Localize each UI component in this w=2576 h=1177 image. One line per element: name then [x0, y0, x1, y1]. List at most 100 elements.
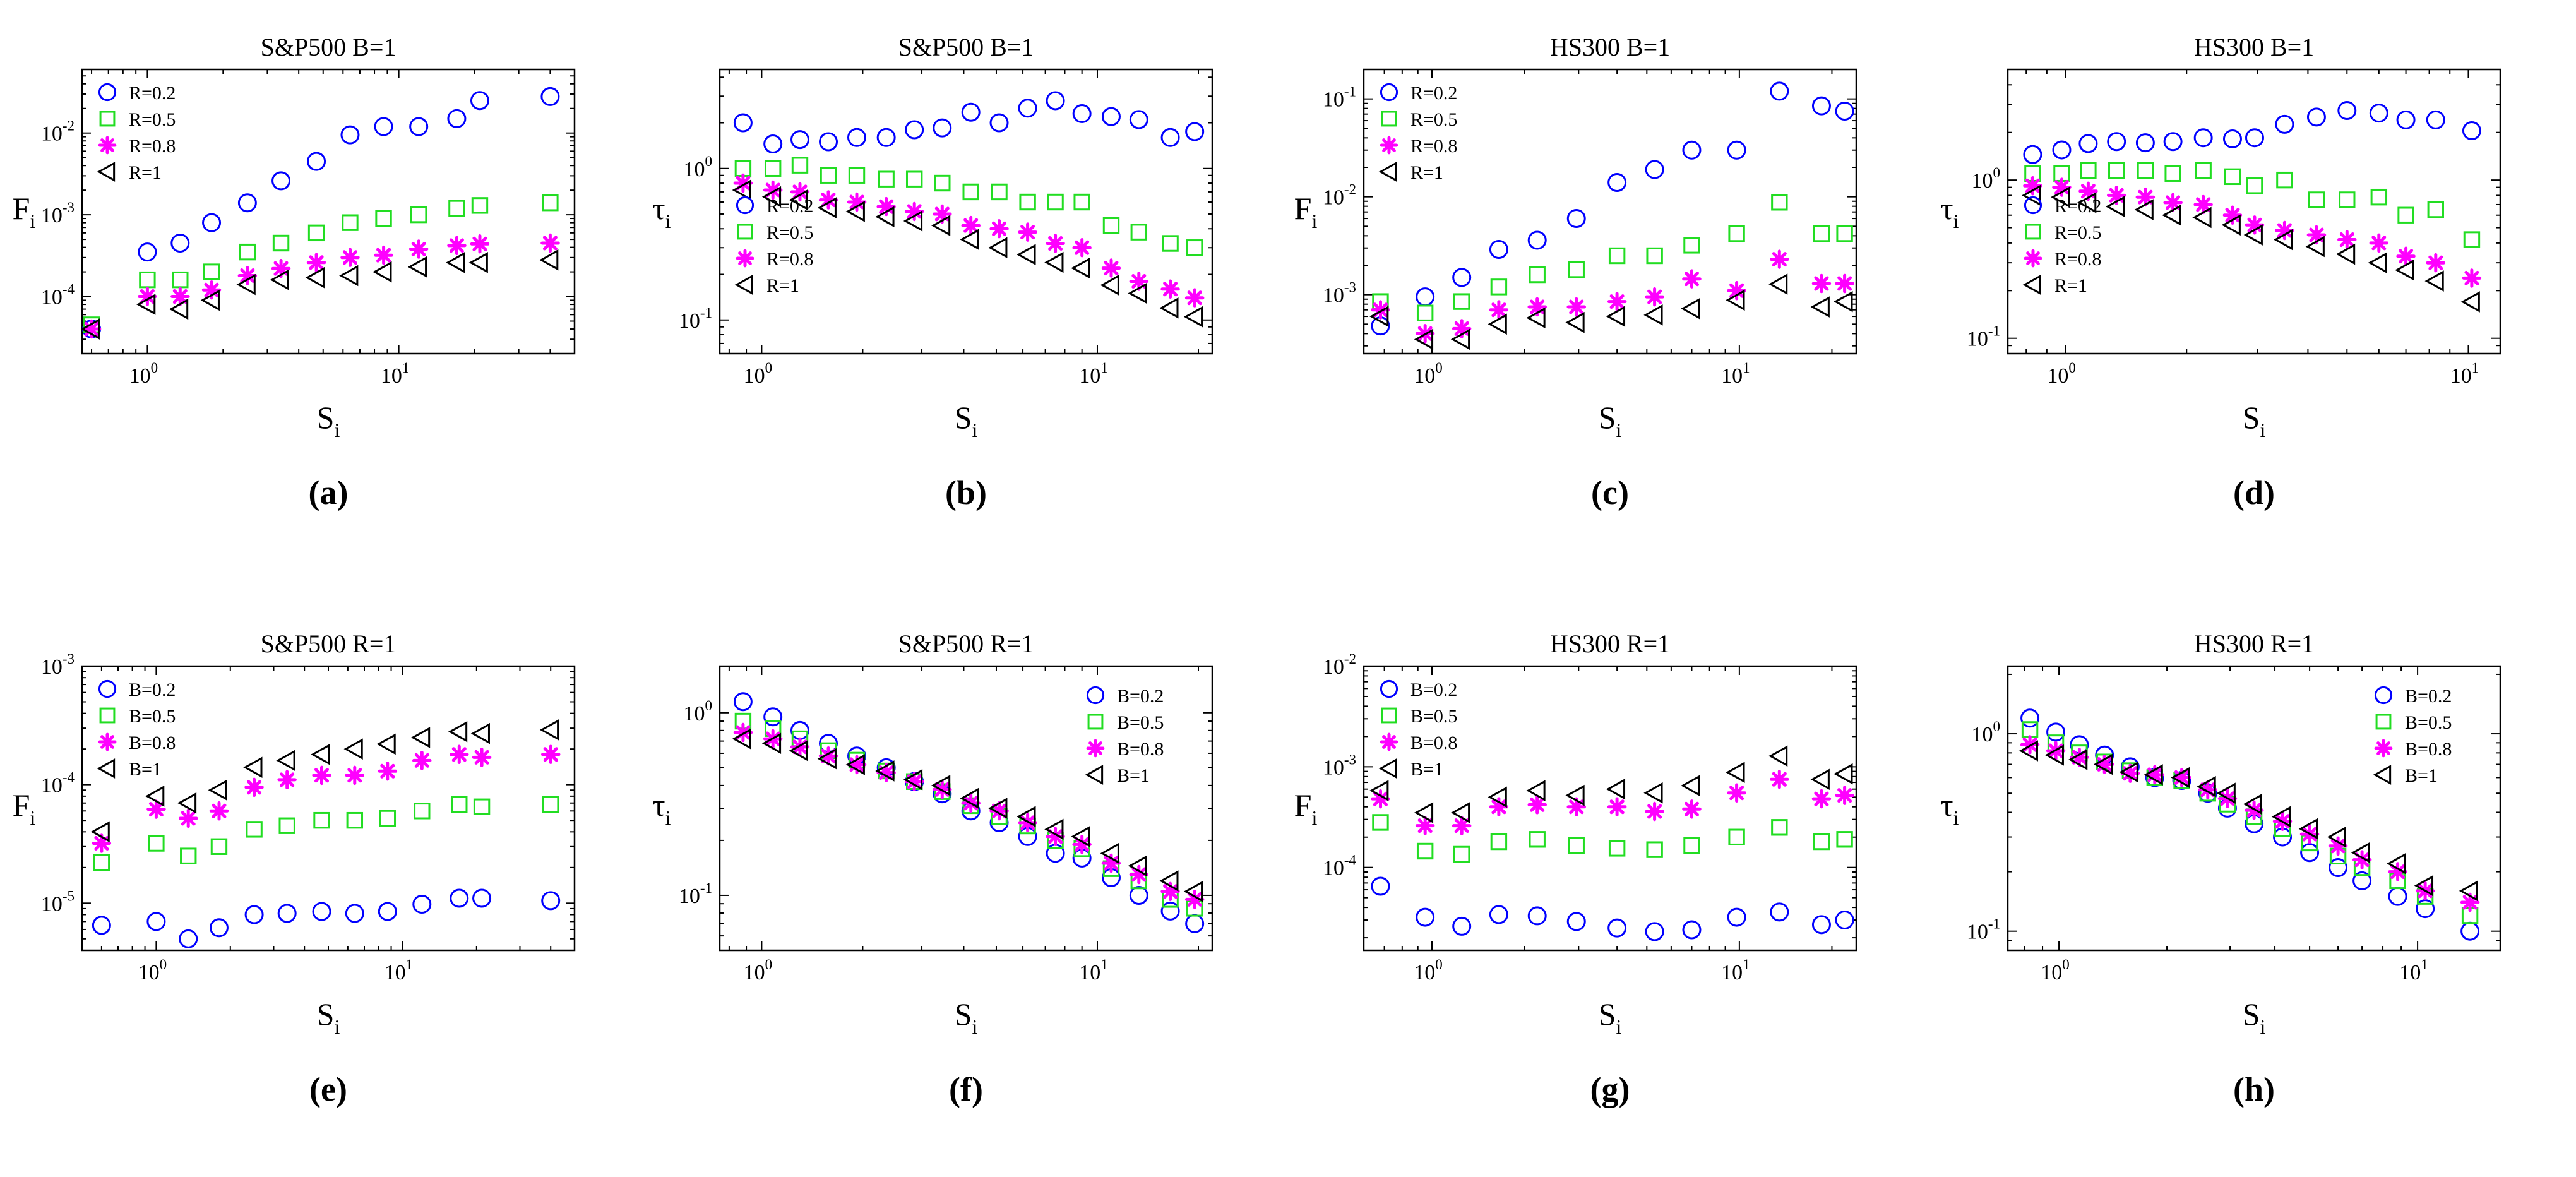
star-marker	[2462, 268, 2482, 288]
star-marker	[1682, 269, 1702, 289]
circle-marker	[2306, 107, 2326, 127]
tick-mantissa: 10	[41, 655, 63, 679]
triangle-left-marker	[1450, 802, 1470, 823]
triangle-left-marker	[1017, 244, 1036, 266]
series-b-0-8	[92, 744, 561, 853]
tick-mantissa: 10	[744, 364, 765, 388]
legend-label: B=0.5	[1117, 712, 1164, 733]
series-r-1	[732, 179, 1203, 328]
square-marker	[313, 811, 330, 829]
triangle-left-marker	[2051, 186, 2070, 208]
square-marker	[473, 798, 491, 815]
square-marker	[905, 170, 923, 188]
x-axis-label: Si	[2243, 996, 2266, 1038]
y-tick-label: 10-1	[1967, 916, 2000, 944]
star-marker	[472, 748, 492, 767]
triangle-left-marker	[539, 719, 559, 741]
star-marker	[345, 765, 365, 786]
star-marker	[763, 180, 783, 200]
star-marker	[81, 319, 102, 339]
circle-marker	[2337, 101, 2357, 121]
circle-marker	[1371, 876, 1390, 896]
star-marker	[2352, 850, 2372, 869]
triangle-left-marker	[2243, 793, 2263, 815]
star-marker	[876, 196, 896, 217]
star-marker	[1835, 273, 1854, 294]
triangle-left-marker	[177, 792, 197, 814]
panel-label: (g)	[1590, 1070, 1630, 1108]
series-r-0-8	[2023, 176, 2482, 288]
circle-marker	[2245, 128, 2264, 148]
triangle-left-marker	[1643, 304, 1663, 326]
star-marker	[271, 259, 291, 278]
triangle-left-marker	[2022, 275, 2041, 295]
triangle-left-marker	[407, 256, 427, 278]
square-marker	[1453, 845, 1470, 863]
circle-marker	[1566, 209, 1586, 229]
legend-label: B=0.5	[2405, 712, 2452, 733]
tick-mantissa: 10	[1414, 364, 1435, 388]
circle-marker	[1566, 912, 1586, 931]
star-marker	[2052, 177, 2072, 197]
axis-label-main: F	[1294, 787, 1312, 823]
series-b-1	[90, 719, 559, 843]
tick-marks	[2008, 666, 2500, 951]
x-axis-label: Si	[955, 996, 978, 1038]
y-tick-label: 10-5	[41, 888, 75, 916]
square-marker	[2375, 714, 2392, 730]
star-marker	[179, 808, 198, 828]
triangle-left-marker	[2171, 767, 2190, 789]
legend-label: R=0.8	[2054, 249, 2101, 270]
triangle-left-marker	[1128, 282, 1147, 304]
triangle-left-marker	[339, 265, 359, 287]
axis-label-subscript: i	[30, 210, 35, 232]
panel-label: (b)	[945, 474, 987, 511]
circle-marker	[378, 902, 397, 921]
triangle-left-marker	[2093, 753, 2113, 775]
panel-label: (f)	[949, 1070, 983, 1108]
axis-label-main: S	[955, 996, 972, 1032]
star-marker	[2337, 230, 2357, 249]
panel-label: (a)	[309, 474, 349, 511]
circle-marker	[244, 905, 264, 924]
star-marker	[933, 204, 952, 224]
triangle-left-marker	[2271, 806, 2291, 828]
tick-mantissa: 10	[41, 774, 63, 798]
star-marker	[2095, 755, 2114, 774]
circle-marker	[1489, 905, 1508, 924]
tick-exponent: -3	[1344, 751, 1356, 767]
triangle-left-marker	[1565, 784, 1585, 806]
circle-marker	[1835, 102, 1854, 121]
triangle-left-marker	[468, 252, 488, 273]
triangle-left-marker	[817, 748, 837, 770]
triangle-left-marker	[270, 269, 289, 290]
triangle-left-marker	[2105, 196, 2125, 217]
plot-area	[2007, 68, 2501, 355]
tick-mantissa: 10	[1323, 756, 1344, 779]
y-tick-label: 100	[684, 153, 713, 181]
tick-exponent: -1	[1988, 323, 2000, 339]
square-marker	[1130, 224, 1148, 241]
square-marker	[471, 197, 489, 214]
triangle-left-marker	[2068, 749, 2088, 770]
star-marker	[1160, 279, 1180, 299]
x-axis-label: Si	[317, 400, 340, 441]
axis-label-main: S	[2243, 400, 2260, 435]
tick-exponent: -2	[1344, 182, 1356, 198]
legend-label: R=1	[2054, 275, 2087, 296]
square-marker	[2276, 171, 2293, 189]
triangle-left-marker	[1414, 802, 1434, 823]
y-tick-label: 10-3	[1323, 751, 1356, 779]
star-marker	[1645, 801, 1664, 822]
circle-marker	[1452, 916, 1472, 936]
square-marker	[2427, 201, 2444, 218]
axis-label-main: S	[1599, 400, 1616, 435]
y-tick-label: 10-2	[1323, 651, 1356, 679]
star-marker	[412, 751, 432, 770]
tick-exponent: -4	[1344, 852, 1357, 868]
circle-marker	[2046, 722, 2066, 742]
star-marker	[1371, 789, 1390, 809]
axis-label-main: τ	[1941, 787, 1953, 823]
triangle-left-marker	[789, 189, 808, 211]
tick-exponent: 1	[402, 360, 410, 376]
